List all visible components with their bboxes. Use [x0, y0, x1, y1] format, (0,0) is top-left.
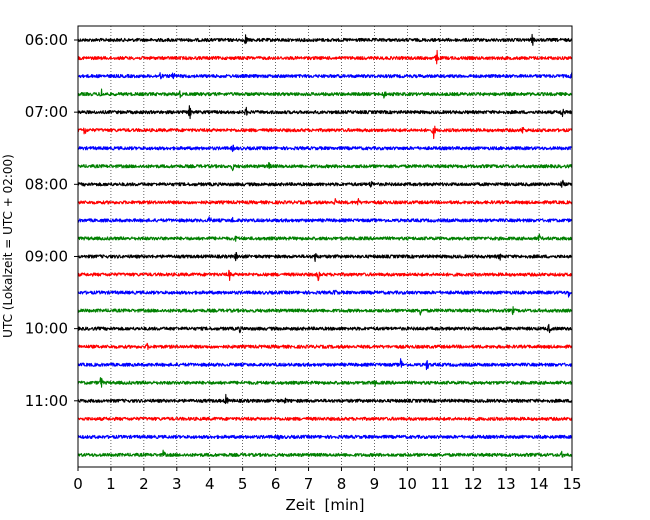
trace-row — [77, 72, 573, 80]
plot-frame — [77, 25, 573, 468]
trace-row — [77, 88, 573, 99]
x-tick-label: 0 — [73, 475, 83, 493]
trace-row — [77, 342, 573, 350]
trace-row — [77, 251, 573, 262]
y-tick-label: 08:00 — [25, 175, 68, 193]
trace-row — [77, 269, 573, 282]
trace-row — [77, 377, 573, 388]
x-tick-label: 12 — [464, 475, 483, 493]
trace-row — [77, 358, 573, 371]
x-tick-label: 7 — [304, 475, 314, 493]
trace-row — [77, 105, 573, 120]
x-tick-label: 11 — [431, 475, 450, 493]
y-tick-label: 06:00 — [25, 31, 68, 49]
trace-row — [77, 125, 573, 140]
x-tick-label: 4 — [205, 475, 215, 493]
trace-row — [77, 144, 573, 153]
trace-row — [77, 216, 573, 223]
y-axis-label: UTC (Lokalzeit = UTC + 02:00) — [1, 154, 15, 338]
trace-row — [77, 289, 573, 298]
x-tick-label: 2 — [139, 475, 149, 493]
trace-row — [77, 233, 573, 242]
trace-row — [77, 179, 573, 188]
x-tick-label: 6 — [271, 475, 281, 493]
trace-row — [77, 449, 573, 458]
x-tick-label: 5 — [238, 475, 248, 493]
x-tick-label: 3 — [172, 475, 182, 493]
x-tick-label: 14 — [530, 475, 549, 493]
x-tick-label: 10 — [398, 475, 417, 493]
trace-row — [77, 416, 573, 421]
x-axis-ticks: 0 1 2 3 4 5 6 7 8 9 10 11 12 13 14 15 — [73, 467, 582, 493]
trace-row — [77, 323, 573, 334]
trace-rows — [77, 33, 573, 458]
y-tick-label: 11:00 — [25, 392, 68, 410]
y-axis-ticks: 06:00 07:00 08:00 09:00 10:00 11:00 — [25, 31, 78, 410]
trace-row — [77, 49, 573, 65]
trace-row — [77, 197, 573, 206]
y-tick-label: 09:00 — [25, 247, 68, 265]
trace-row — [77, 434, 573, 440]
x-tick-label: 8 — [337, 475, 347, 493]
trace-row — [77, 33, 573, 46]
trace-row — [77, 306, 573, 316]
x-tick-label: 9 — [370, 475, 380, 493]
x-tick-label: 13 — [497, 475, 516, 493]
x-tick-label: 15 — [562, 475, 581, 493]
y-tick-label: 10:00 — [25, 320, 68, 338]
x-axis-label: Zeit [min] — [285, 496, 364, 514]
x-tick-label: 1 — [106, 475, 116, 493]
y-tick-label: 07:00 — [25, 103, 68, 121]
trace-row — [77, 393, 573, 405]
trace-row — [77, 162, 573, 172]
